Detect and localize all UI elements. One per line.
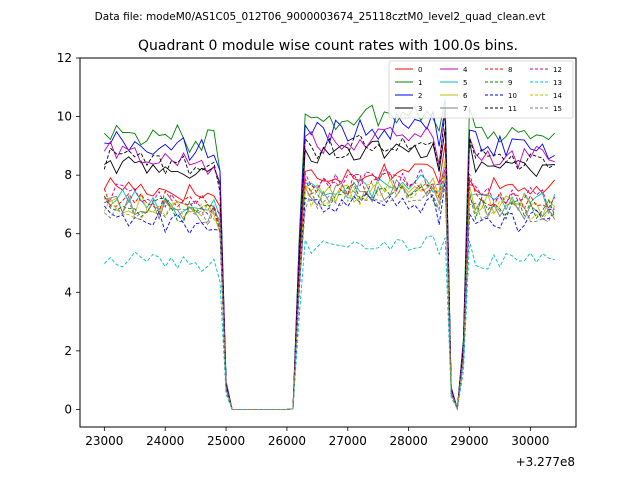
series-line-9 [103,172,556,410]
x-tick-label: 26000 [268,434,306,448]
y-tick-label: 6 [64,227,72,241]
y-axis: 0 2 4 6 8 10 12 [57,51,80,416]
x-tick-label: 25000 [207,434,245,448]
legend-label: 6 [463,92,468,100]
series-line-15 [104,172,556,410]
series-line-14 [103,173,555,410]
series-line-0 [103,143,556,410]
legend-label: 15 [553,105,562,113]
x-tick-label: 30000 [511,434,549,448]
chart-title: Quadrant 0 module wise count rates with … [138,38,518,54]
legend-label: 5 [463,79,467,87]
y-tick-label: 10 [57,110,72,124]
y-tick-label: 4 [64,285,72,299]
y-tick-label: 12 [57,51,72,65]
series-line-1 [103,98,556,410]
legend-label: 0 [418,66,422,74]
series-line-10 [103,181,556,411]
x-axis: 23000 24000 25000 26000 27000 28000 29000 30000 [85,427,549,448]
legend-label: 7 [463,105,467,113]
x-tick-label: 23000 [85,434,123,448]
y-tick-label: 0 [64,402,72,416]
plot-frame [79,57,577,428]
legend-label: 3 [418,105,422,113]
legend-label: 9 [508,79,512,87]
series-line-3 [104,128,555,410]
legend-label: 14 [553,92,562,100]
legend-label: 13 [553,79,562,87]
legend-label: 8 [508,66,512,74]
y-tick-label: 2 [64,344,72,358]
series-line-11 [103,109,555,410]
x-axis-offset-label: +3.277e8 [516,455,575,469]
series-line-6 [104,159,556,410]
legend-label: 11 [508,105,517,113]
series-line-2 [104,107,555,410]
legend-label: 4 [463,66,468,74]
figure-suptitle: Data file: modeM0/AS1C05_012T06_90000036… [95,11,546,23]
x-tick-label: 27000 [329,434,367,448]
series-layer [103,98,556,411]
y-tick-label: 8 [64,168,72,182]
series-line-8 [103,167,556,410]
legend-label: 12 [553,66,562,74]
series-line-5 [103,160,556,410]
x-tick-label: 29000 [450,434,488,448]
legend-label: 2 [418,92,422,100]
series-line-12 [104,167,555,410]
legend-frame [388,60,574,119]
legend-label: 1 [418,79,422,87]
legend-label: 10 [508,92,517,100]
x-tick-label: 28000 [390,434,428,448]
x-tick-label: 24000 [146,434,184,448]
